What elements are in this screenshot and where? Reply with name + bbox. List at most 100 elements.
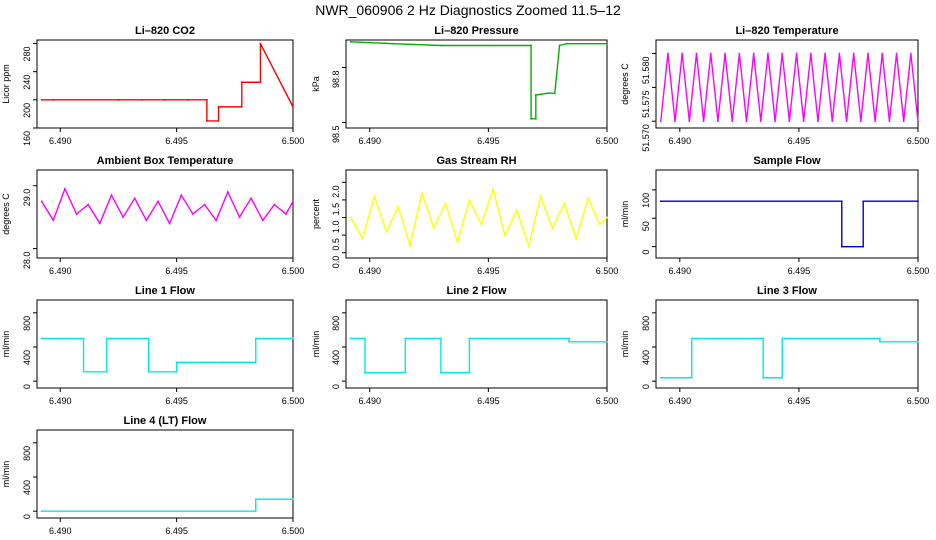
series-point-7-0-7: [468, 371, 471, 374]
series-point-6-0-13: [292, 337, 294, 340]
series-point-8-0-1: [690, 376, 693, 379]
plot-frame-7: [345, 299, 608, 389]
series-point-0-0-16: [240, 81, 243, 84]
series-point-4-0-13: [504, 234, 506, 237]
plot-xtick-label-3-0: 6.490: [49, 266, 72, 276]
plot-xtick-label-0-1: 6.495: [165, 136, 188, 146]
plot-xtick-label-3-2: 6.500: [282, 266, 305, 276]
series-point-4-0-2: [373, 195, 376, 198]
series-point-0-0-17: [259, 81, 262, 84]
plot-ytick-label-4-2: 1.0: [331, 221, 341, 234]
plot-xtick-label-5-0: 6.490: [669, 266, 692, 276]
series-point-6-0-4: [105, 337, 108, 340]
series-point-8-0-5: [781, 376, 784, 379]
series-line-2-0: [660, 53, 919, 122]
plot-frame-6: [36, 299, 294, 389]
series-point-2-0-27: [852, 52, 855, 55]
plot-ytick-label-3-0: 28.0: [22, 252, 32, 270]
series-point-1-0-12: [606, 42, 608, 45]
plot-title-6: Line 1 Flow: [135, 285, 195, 297]
series-point-4-0-5: [409, 244, 411, 247]
series-point-2-0-29: [867, 52, 869, 55]
series-point-6-0-6: [147, 370, 150, 373]
series-line-1-0: [350, 41, 607, 120]
plot-ytick-label-9-1: 400: [22, 480, 32, 495]
series-point-2-0-31: [881, 52, 884, 55]
series-point-3-0-6: [110, 194, 113, 197]
plot-ytick-label-4-3: 1.5: [331, 203, 341, 216]
plot-ylabel-9: ml/min: [1, 461, 11, 488]
series-point-0-0-4: [117, 98, 120, 101]
series-point-1-0-4: [530, 44, 532, 47]
series-point-2-0-34: [902, 120, 905, 123]
plot-ytick-label-8-2: 800: [641, 316, 651, 331]
plot-ytick-label-4-0: 0.0: [331, 256, 341, 269]
series-point-2-0-4: [688, 120, 691, 123]
plot-xtick-label-2-0: 6.490: [669, 136, 692, 146]
series-point-7-0-9: [568, 337, 570, 340]
plot-title-0: Li–820 CO2: [135, 25, 195, 37]
plot-title-1: Li–820 Pressure: [434, 25, 518, 37]
series-point-5-0-1: [840, 200, 843, 203]
plot-ylabel-3: degrees C: [1, 193, 11, 235]
plot-frame-0: [36, 39, 294, 129]
series-point-2-0-6: [702, 120, 705, 123]
series-point-1-0-2: [440, 44, 442, 47]
series-point-4-0-6: [421, 191, 423, 194]
series-point-4-0-12: [492, 188, 495, 191]
series-point-4-0-9: [456, 241, 459, 244]
plot-ytick-label-0-3: 280: [22, 47, 32, 62]
series-point-2-0-2: [674, 120, 676, 123]
series-point-0-0-18: [259, 42, 262, 45]
plot-title-2: Li–820 Temperature: [735, 25, 838, 37]
plot-xtick-label-8-1: 6.495: [788, 396, 811, 406]
plot-ytick-label-1-1: 98.8: [331, 71, 341, 89]
series-point-3-0-11: [168, 222, 171, 225]
series-point-6-0-8: [175, 361, 178, 364]
series-point-3-0-7: [122, 216, 125, 219]
plot-frame-2: [655, 39, 919, 129]
plot-xtick-label-8-0: 6.490: [669, 396, 692, 406]
series-point-0-0-0: [40, 98, 43, 101]
series-point-6-0-5: [147, 337, 150, 340]
plot-ytick-label-6-1: 400: [22, 350, 32, 365]
series-point-3-0-5: [98, 222, 101, 225]
plot-ylabel-2: degrees C: [620, 63, 630, 105]
plot-xtick-label-7-0: 6.490: [358, 396, 381, 406]
plot-ytick-label-7-1: 400: [331, 350, 341, 365]
plot-ytick-label-5-0: 0: [641, 250, 651, 255]
plot-ylabel-1: kPa: [311, 76, 321, 92]
series-point-2-0-14: [759, 120, 762, 123]
plot-xtick-label-6-2: 6.500: [282, 396, 305, 406]
series-point-4-0-16: [539, 195, 542, 198]
series-point-2-0-22: [817, 120, 819, 123]
series-point-3-0-2: [64, 187, 66, 190]
series-point-7-0-1: [364, 337, 366, 340]
series-point-6-0-2: [82, 370, 85, 373]
plot-title-3: Ambient Box Temperature: [97, 155, 234, 167]
series-point-0-0-19: [292, 105, 294, 108]
series-point-7-0-11: [606, 340, 608, 343]
plot-ylabel-0: Licor ppm: [1, 64, 11, 104]
plot-ytick-label-7-2: 800: [331, 316, 341, 331]
plot-xtick-label-5-2: 6.500: [907, 266, 930, 276]
series-point-1-0-7: [534, 94, 537, 96]
plot-title-9: Line 4 (LT) Flow: [124, 415, 207, 427]
plot-ytick-label-9-0: 0: [22, 514, 32, 519]
plot-ytick-label-5-2: 100: [641, 193, 651, 208]
series-point-2-0-16: [774, 120, 776, 123]
plot-xtick-label-7-1: 6.495: [477, 396, 500, 406]
series-point-3-0-10: [157, 200, 159, 203]
plot-ytick-label-2-0: 51.570: [641, 124, 651, 152]
series-point-1-0-11: [565, 42, 568, 45]
series-point-2-0-13: [752, 52, 755, 55]
series-point-8-0-6: [781, 337, 784, 340]
series-point-9-0-0: [40, 510, 43, 513]
series-point-7-0-4: [404, 337, 407, 340]
plot-frame-3: [36, 169, 294, 259]
series-point-6-0-1: [82, 337, 85, 340]
series-point-7-0-0: [349, 337, 352, 340]
plot-xtick-label-1-1: 6.495: [477, 136, 500, 146]
series-point-6-0-0: [40, 337, 43, 340]
plot-xtick-label-8-2: 6.500: [907, 396, 930, 406]
